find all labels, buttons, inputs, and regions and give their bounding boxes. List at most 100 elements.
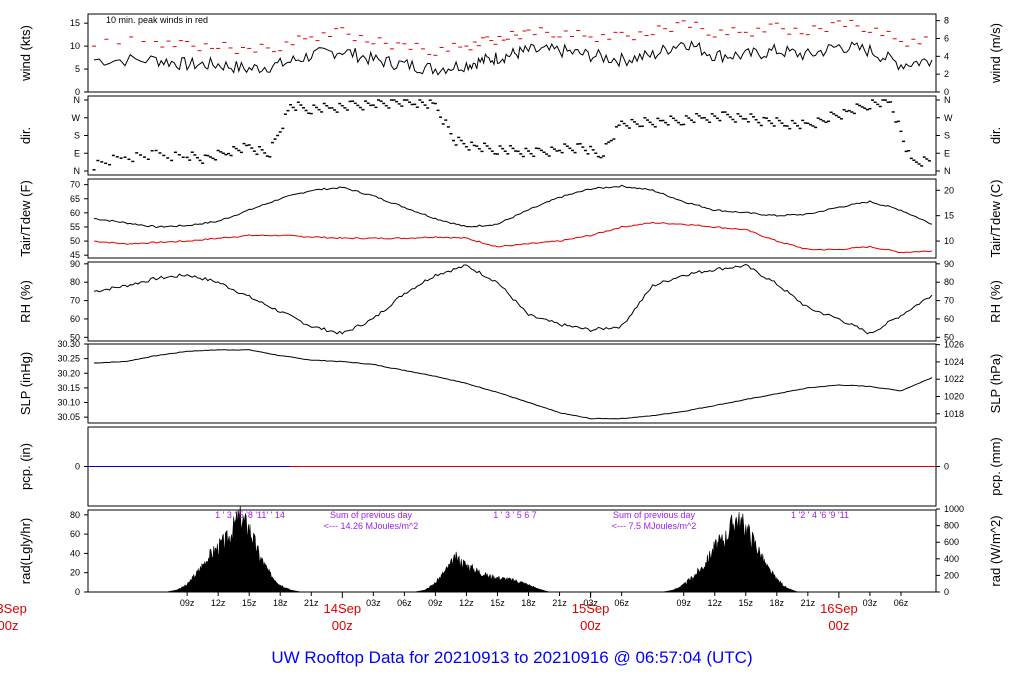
xtick-label: 21z [304, 598, 319, 608]
rad-hours-day1: 1 ' 3 ' 5 '8 '11' ' 14 [215, 510, 285, 520]
ytick-label-left: 90 [70, 259, 80, 269]
ytick-label-right: 80 [944, 277, 954, 287]
rad-sum-value-day1: <--- 14.26 MJoules/m^2 [324, 521, 419, 531]
ytick-label-left: S [74, 131, 80, 141]
ytick-label-left: 60 [70, 314, 80, 324]
panel-frame-temperature [87, 178, 937, 259]
wind-series-line [93, 40, 933, 76]
ytick-label-right: 0 [944, 462, 949, 472]
day-label: 15Sep [572, 601, 610, 616]
rad-hours-day2: 1 ' 3 ' 5 6 7 [493, 510, 536, 520]
ytick-label-left: 0 [75, 462, 80, 472]
ytick-label-right: 1018 [944, 409, 964, 419]
ytick-label-left: 30.05 [57, 412, 80, 422]
ytick-label-right: 800 [944, 521, 959, 531]
rad-sum-value-day2: <--- 7.5 MJoules/m^2 [612, 521, 697, 531]
ytick-label-left: 60 [70, 208, 80, 218]
ytick-label-left: 15 [70, 18, 80, 28]
ytick-label-left: 20 [70, 568, 80, 578]
ytick-label-left: 30.30 [57, 339, 80, 349]
tdew-series-line [93, 221, 933, 254]
ytick-label-right: 1022 [944, 374, 964, 384]
ylabel-right: pcp. (mm) [988, 437, 1003, 496]
footer-title: UW Rooftop Data for 20210913 to 20210916… [271, 648, 753, 667]
day-label-hour: 00z [0, 618, 18, 633]
ytick-label-right: 20 [944, 185, 954, 195]
ylabel-right: RH (%) [988, 280, 1003, 323]
ytick-label-right: 10 [944, 236, 954, 246]
day-label-hour: 00z [828, 618, 849, 633]
panel-frame-sea-level-pressure [87, 343, 937, 424]
ytick-label-right: 1000 [944, 504, 964, 514]
day-label: 16Sep [820, 601, 858, 616]
xtick-label: 06z [894, 598, 909, 608]
ylabel-right: dir. [988, 127, 1003, 144]
ytick-label-left: 5 [75, 64, 80, 74]
xtick-label: 12z [707, 598, 722, 608]
xtick-label: 12z [211, 598, 226, 608]
ytick-label-left: 45 [70, 250, 80, 260]
day-label: 13Sep [0, 601, 27, 616]
xtick-label: 18z [273, 598, 288, 608]
ylabel-left: pcp. (in) [18, 443, 33, 490]
ytick-label-left: 40 [70, 548, 80, 558]
xtick-label: 15z [490, 598, 505, 608]
ytick-label-right: 1024 [944, 357, 964, 367]
ytick-label-right: 90 [944, 259, 954, 269]
day-label-hour: 00z [332, 618, 353, 633]
ylabel-right: Tair/Tdew (C) [988, 179, 1003, 257]
ytick-label-left: N [74, 166, 81, 176]
day-label: 14Sep [323, 601, 361, 616]
day-label-hour: 00z [580, 618, 601, 633]
ylabel-right: rad (W/m^2) [988, 515, 1003, 586]
ylabel-right: wind (m/s) [988, 23, 1003, 84]
ylabel-left: wind (kts) [18, 25, 33, 82]
ylabel-left: RH (%) [18, 280, 33, 323]
xtick-label: 06z [397, 598, 412, 608]
ytick-label-right: W [944, 113, 953, 123]
ytick-label-left: 30.15 [57, 383, 80, 393]
rad-sum-label-day1: Sum of previous day [330, 510, 413, 520]
ytick-label-left: 0 [75, 87, 80, 97]
ytick-label-right: 2 [944, 69, 949, 79]
xtick-label: 09z [428, 598, 443, 608]
xtick-label: 06z [614, 598, 629, 608]
ytick-label-left: 50 [70, 236, 80, 246]
ytick-label-right: N [944, 166, 951, 176]
xtick-label: 21z [552, 598, 567, 608]
panel-frame-direction [87, 95, 937, 176]
xtick-label: 12z [459, 598, 474, 608]
xtick-label: 09z [180, 598, 195, 608]
ytick-label-right: E [944, 148, 950, 158]
rad-sum-label-day2: Sum of previous day [613, 510, 696, 520]
ytick-label-left: 30.10 [57, 398, 80, 408]
ytick-label-right: 1026 [944, 340, 964, 350]
ylabel-left: SLP (inHg) [18, 352, 33, 415]
xtick-label: 18z [521, 598, 536, 608]
rad-hours-day3: 1 '2 ' 4 '6 '9 '11 [791, 510, 849, 520]
ytick-label-right: 400 [944, 554, 959, 564]
xtick-label: 09z [676, 598, 691, 608]
ylabel-right: SLP (hPa) [988, 354, 1003, 414]
ytick-label-right: 200 [944, 570, 959, 580]
ytick-label-left: W [72, 113, 81, 123]
ytick-label-right: 50 [944, 332, 954, 342]
ytick-label-right: 0 [944, 587, 949, 597]
ytick-label-right: 70 [944, 296, 954, 306]
ytick-label-right: 8 [944, 16, 949, 26]
ytick-label-left: 0 [75, 587, 80, 597]
ytick-label-right: N [944, 95, 951, 105]
ytick-label-left: 50 [70, 332, 80, 342]
xtick-label: 03z [583, 598, 598, 608]
tair-series-line [93, 184, 933, 229]
ytick-label-left: 10 [70, 41, 80, 51]
ytick-label-left: E [74, 148, 80, 158]
xtick-label: 15z [242, 598, 257, 608]
ytick-label-right: S [944, 131, 950, 141]
xtick-label: 21z [801, 598, 816, 608]
panel-frame-relative-humidity [87, 261, 937, 342]
slp-series-line [93, 349, 933, 420]
xtick-label: 15z [739, 598, 754, 608]
ytick-label-right: 0 [944, 87, 949, 97]
